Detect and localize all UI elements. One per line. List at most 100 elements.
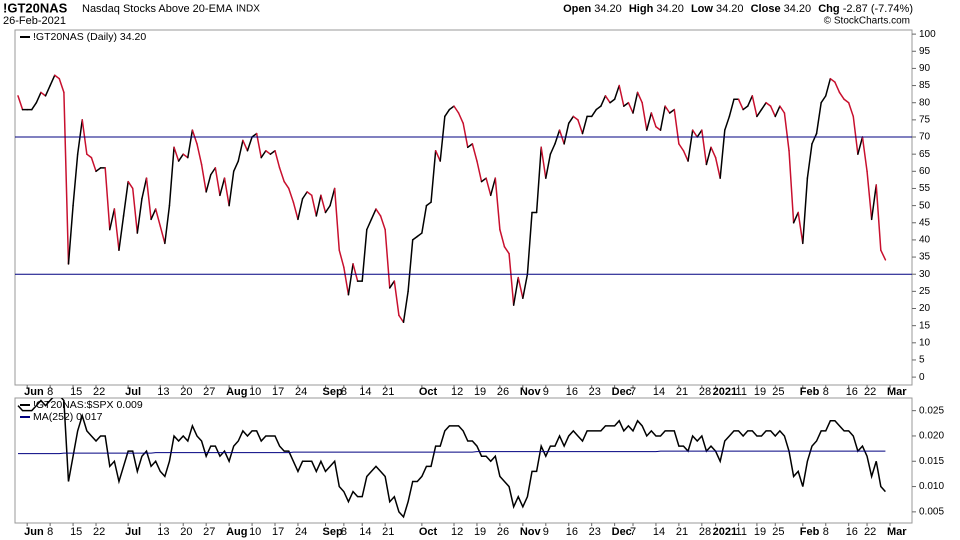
line-segment [724, 115, 731, 131]
price-panel [14, 29, 913, 386]
x-tick-label: Feb [800, 386, 820, 398]
x-tick-label: 8 [341, 386, 347, 398]
line-segment [388, 280, 396, 289]
line-segment [72, 153, 79, 207]
line-segment [40, 91, 47, 97]
line-segment [563, 122, 570, 145]
y-tick-label: 5 [919, 355, 925, 366]
line-segment [187, 129, 194, 159]
x-tick-label: Jun [24, 526, 44, 538]
line-segment [361, 228, 368, 282]
line-segment [352, 263, 359, 282]
line [18, 450, 886, 455]
x-tick-label: Nov [520, 386, 542, 398]
line-segment [200, 163, 207, 193]
line-segment [590, 108, 598, 118]
line-segment [292, 201, 299, 221]
y-tick-label: 75 [919, 115, 931, 126]
line-segment [687, 129, 694, 162]
quote-value: 34.20 [656, 3, 684, 15]
x-tick-label: 10 [249, 386, 261, 398]
line-segment [742, 105, 749, 111]
y-tick-label: 100 [919, 29, 936, 40]
line-segment [632, 91, 639, 114]
x-tick-label: Oct [419, 526, 438, 538]
line-segment [457, 112, 464, 125]
line-segment [370, 208, 377, 221]
line-segment [246, 136, 253, 152]
line-segment [517, 276, 524, 299]
quote-label: High [629, 3, 654, 15]
line-segment [746, 95, 754, 107]
line-segment [384, 228, 391, 289]
line-segment [545, 153, 552, 179]
x-tick-label: 12 [451, 386, 463, 398]
y-tick-label: 30 [919, 269, 931, 280]
x-tick-label: 25 [772, 386, 784, 398]
y-tick-label: 70 [919, 132, 931, 143]
x-tick-label: 11 [736, 526, 747, 538]
y-tick-label: 20 [919, 303, 931, 314]
line-segment [480, 177, 487, 183]
line-segment [522, 273, 529, 299]
line-segment [609, 98, 616, 104]
line-segment [269, 149, 276, 155]
quote-label: Open [563, 3, 591, 15]
line-segment [402, 290, 409, 323]
x-tick-label: 7 [630, 386, 636, 398]
line-segment [834, 81, 841, 94]
line-segment [751, 95, 758, 118]
line-segment [288, 187, 295, 203]
line-segment [31, 101, 38, 111]
line-segment [205, 173, 212, 193]
x-tick-label: 9 [543, 526, 549, 538]
legend-label: !GT20NAS (Daily) 34.20 [33, 31, 146, 43]
x-tick-label: 14 [359, 526, 371, 538]
x-tick-label: 15 [70, 526, 82, 538]
line-segment [618, 84, 625, 107]
line-segment [577, 119, 584, 135]
line-segment [650, 112, 657, 128]
line-segment [122, 180, 129, 217]
y-tick-label: 85 [919, 80, 931, 91]
line-segment [769, 105, 777, 118]
x-tick-label: 11 [736, 386, 747, 398]
y-tick-label: 50 [919, 200, 931, 211]
line-segment [182, 153, 189, 159]
line-segment [728, 98, 735, 118]
line-segment [604, 95, 611, 104]
x-tick-label: 24 [295, 386, 307, 398]
line-segment [861, 136, 868, 173]
line-segment [136, 198, 143, 234]
line-segment [333, 187, 341, 251]
line-segment [774, 105, 781, 118]
x-tick-label: 21 [382, 526, 394, 538]
line-segment [760, 101, 767, 111]
x-tick-label: 21 [676, 526, 688, 538]
x-tick-label: 26 [497, 386, 509, 398]
line-segment [58, 77, 65, 94]
line-segment [448, 105, 455, 111]
x-tick-label: 19 [474, 526, 486, 538]
line-segment [567, 115, 575, 125]
line-segment [462, 122, 469, 149]
line-segment [820, 95, 827, 104]
x-tick-label: 19 [474, 386, 486, 398]
line-segment [145, 177, 152, 221]
x-tick-label: 20 [180, 386, 192, 398]
y-tick-label: 95 [919, 46, 931, 57]
line-segment [366, 218, 373, 231]
x-tick-label: 8 [341, 526, 347, 538]
line-segment [719, 129, 726, 179]
quote-label: Chg [818, 3, 839, 15]
line-segment [310, 194, 318, 217]
line-segment [297, 198, 304, 221]
x-tick-label: 21 [676, 386, 688, 398]
x-tick-label: Jul [125, 526, 141, 538]
line-segment [44, 84, 51, 97]
line-segment [485, 177, 492, 197]
line-segment [572, 115, 579, 121]
line-segment [613, 84, 620, 101]
x-tick-label: 8 [823, 526, 829, 538]
line-segment [600, 95, 607, 107]
